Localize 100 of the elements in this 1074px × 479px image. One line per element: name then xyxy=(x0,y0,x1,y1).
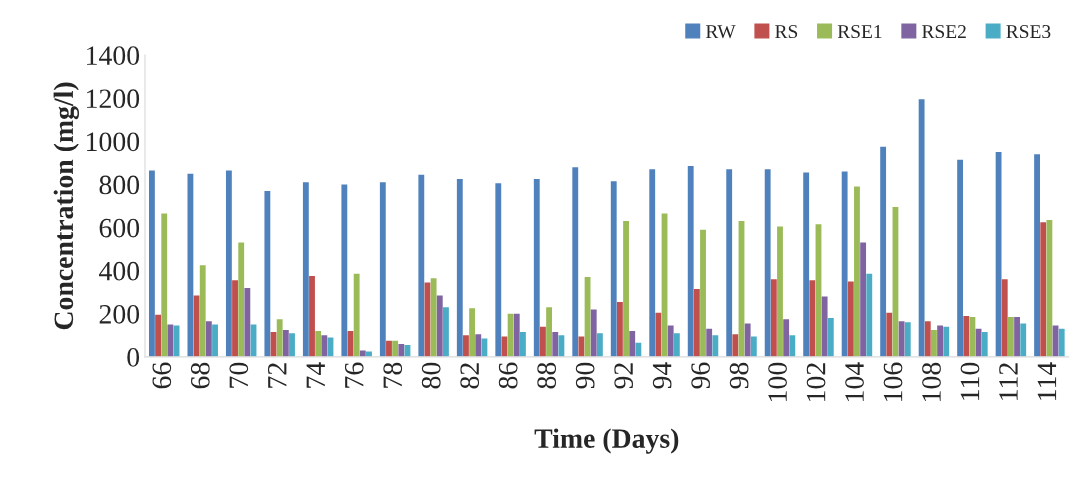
bar xyxy=(238,242,245,357)
bar xyxy=(886,312,893,357)
y-tick-label: 800 xyxy=(99,175,140,195)
bar xyxy=(519,332,526,357)
bar xyxy=(706,328,713,357)
bar xyxy=(629,330,636,357)
bar xyxy=(803,172,810,357)
y-tick-label: 200 xyxy=(99,304,140,324)
bar xyxy=(1020,323,1027,357)
x-tick-label: 96 xyxy=(691,362,710,389)
bar xyxy=(225,170,232,357)
bar xyxy=(655,312,662,357)
bar xyxy=(610,181,617,357)
bar xyxy=(898,321,905,357)
bar xyxy=(507,313,514,357)
bar xyxy=(161,213,168,357)
x-tick-label: 112 xyxy=(999,363,1018,400)
bar xyxy=(931,329,937,357)
bar xyxy=(436,295,443,357)
x-tick-label: 114 xyxy=(1037,362,1057,400)
y-tick-label: 600 xyxy=(99,218,140,238)
bar xyxy=(513,313,520,357)
bar xyxy=(321,335,328,357)
bar xyxy=(341,184,348,357)
bar xyxy=(1001,279,1008,357)
bar xyxy=(546,307,553,357)
bar xyxy=(463,335,469,357)
bar xyxy=(687,166,694,357)
bar xyxy=(635,342,642,357)
bar xyxy=(1014,316,1020,357)
bar xyxy=(809,280,816,357)
bar xyxy=(673,333,680,357)
x-tick-label: 76 xyxy=(344,362,364,388)
legend-label: RW xyxy=(705,25,736,39)
bar xyxy=(827,318,834,357)
bar xyxy=(276,319,283,357)
bar xyxy=(700,229,706,357)
x-axis-title: Time (Days) xyxy=(534,428,679,454)
bar xyxy=(302,182,309,357)
legend-label: RSE2 xyxy=(922,25,966,39)
bar xyxy=(244,287,251,357)
bar xyxy=(764,169,771,357)
bar xyxy=(623,221,629,357)
x-tick-label: 104 xyxy=(845,362,864,401)
bar xyxy=(199,265,206,357)
x-tick-label: 102 xyxy=(806,363,826,401)
x-tick-label: 90 xyxy=(575,362,595,389)
x-tick-label: 66 xyxy=(152,362,172,389)
y-tick-label: 1000 xyxy=(87,132,140,152)
bar xyxy=(667,325,674,357)
bar xyxy=(578,336,585,357)
x-tick-label: 92 xyxy=(614,363,634,389)
bar xyxy=(495,183,502,357)
y-axis-title: Concentration (mg/l) xyxy=(53,82,80,330)
bar xyxy=(572,167,579,357)
x-tick-label: 100 xyxy=(768,362,787,401)
bar xyxy=(860,242,867,357)
bar xyxy=(552,332,559,357)
bar xyxy=(981,332,988,357)
bar xyxy=(880,146,887,357)
bar xyxy=(212,324,218,357)
bar xyxy=(847,281,854,357)
bar xyxy=(289,333,295,357)
bar xyxy=(155,314,161,357)
bar xyxy=(469,308,476,357)
bar xyxy=(558,335,565,357)
x-tick-label: 94 xyxy=(652,362,672,389)
y-tick-label: 400 xyxy=(99,261,140,281)
bar xyxy=(309,276,315,357)
bar xyxy=(995,152,1002,357)
bar xyxy=(789,335,796,357)
bar xyxy=(282,329,289,357)
bar xyxy=(732,334,739,357)
bar xyxy=(1040,222,1047,357)
x-tick-label: 110 xyxy=(960,362,980,400)
bar xyxy=(386,340,392,357)
bar xyxy=(918,99,925,357)
bar xyxy=(854,186,860,357)
bar xyxy=(205,321,212,357)
x-tick-label: 82 xyxy=(460,363,480,389)
y-tick-label: 0 xyxy=(127,348,140,367)
bar xyxy=(418,174,425,357)
bar xyxy=(770,279,777,357)
bar xyxy=(475,334,482,357)
bar xyxy=(590,309,597,357)
y-tick-label: 1200 xyxy=(87,89,140,109)
x-tick-label: 70 xyxy=(229,362,249,388)
bar xyxy=(777,226,783,357)
bar xyxy=(167,324,174,357)
bar xyxy=(937,325,944,357)
bar xyxy=(1046,219,1053,357)
legend-label: RS xyxy=(775,25,798,39)
bar xyxy=(821,296,828,357)
bar xyxy=(353,273,360,357)
bar xyxy=(866,273,873,357)
x-tick-label: 78 xyxy=(383,362,403,388)
bar xyxy=(359,350,366,357)
bar xyxy=(366,351,372,357)
bar xyxy=(712,335,719,357)
bar xyxy=(392,340,399,357)
